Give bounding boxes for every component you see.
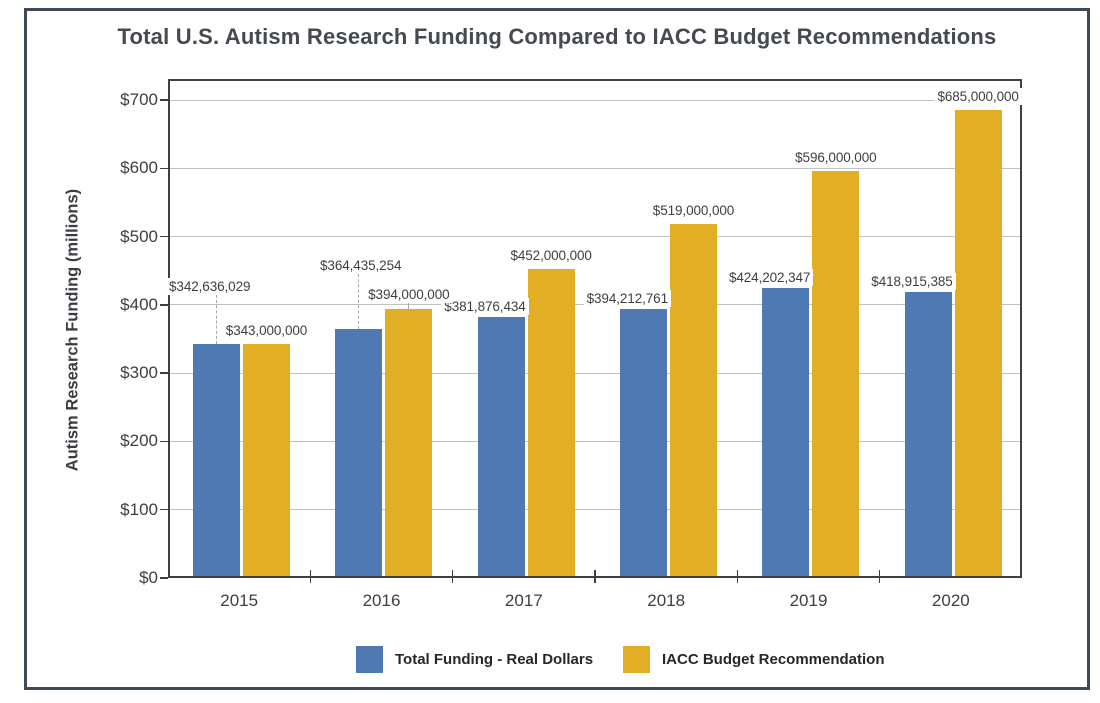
gridline-100 bbox=[168, 509, 1022, 511]
x-tick-mark bbox=[736, 570, 739, 583]
x-tick-label-2016: 2016 bbox=[362, 591, 401, 610]
bar-2016-total-funding bbox=[335, 329, 383, 578]
legend-label-total-funding: Total Funding - Real Dollars bbox=[395, 651, 594, 668]
x-tick-label-2015: 2015 bbox=[220, 591, 259, 610]
y-tick-label: $100 bbox=[120, 499, 158, 519]
legend-label-iacc-recommendation: IACC Budget Recommendation bbox=[662, 651, 885, 668]
y-tick-label: $0 bbox=[139, 568, 158, 587]
gridline-600 bbox=[168, 167, 1022, 169]
legend-item-total-funding: Total Funding - Real Dollars bbox=[356, 646, 593, 673]
bar-value-label: $596,000,000 bbox=[792, 149, 880, 167]
y-tick-mark bbox=[160, 508, 168, 511]
gridline-700 bbox=[168, 99, 1022, 101]
bar-2018-total-funding bbox=[620, 308, 667, 578]
bar-value-label: $342,636,029 bbox=[166, 278, 254, 295]
y-tick-label: $300 bbox=[120, 363, 158, 383]
y-tick-label: $500 bbox=[120, 226, 158, 246]
bar-value-label: $394,212,761 bbox=[583, 289, 671, 307]
bar-value-label: $381,876,434 bbox=[441, 298, 529, 316]
bar-value-label: $364,435,254 bbox=[317, 257, 405, 274]
bar-2017-total-funding bbox=[477, 317, 525, 578]
x-tick-mark bbox=[594, 570, 596, 583]
y-tick-mark bbox=[160, 304, 168, 306]
gridline-500 bbox=[168, 236, 1022, 238]
y-tick-label: $700 bbox=[120, 90, 158, 109]
bar-2020-total-funding bbox=[904, 291, 952, 578]
bar-2019-total-funding bbox=[762, 288, 810, 578]
x-tick-mark bbox=[451, 570, 454, 583]
bar-value-label: $452,000,000 bbox=[507, 247, 595, 265]
bar-value-label: $418,915,385 bbox=[868, 272, 956, 290]
bar-2015-iacc-recommendation bbox=[243, 343, 290, 578]
y-tick-mark bbox=[160, 99, 168, 101]
bar-2015-total-funding bbox=[193, 344, 240, 578]
gridline-200 bbox=[168, 440, 1022, 442]
label-leader-line bbox=[408, 303, 410, 309]
y-tick-label: $200 bbox=[120, 431, 158, 451]
bar-2018-iacc-recommendation bbox=[670, 223, 717, 578]
bar-value-label: $394,000,000 bbox=[365, 286, 453, 303]
y-tick-mark bbox=[160, 235, 168, 238]
x-tick-mark bbox=[878, 570, 881, 583]
y-tick-mark bbox=[160, 167, 168, 170]
y-tick-mark bbox=[160, 372, 168, 374]
bar-value-label: $424,202,347 bbox=[725, 269, 814, 287]
label-leader-line bbox=[358, 274, 360, 330]
chart-title: Total U.S. Autism Research Funding Compa… bbox=[117, 24, 997, 49]
bar-2020-iacc-recommendation bbox=[954, 110, 1002, 578]
legend-swatch-blue bbox=[356, 646, 383, 673]
bar-value-label: $519,000,000 bbox=[649, 201, 738, 219]
y-tick-mark bbox=[160, 440, 168, 443]
y-tick-label: $400 bbox=[120, 294, 158, 314]
legend-item-iacc-recommendation: IACC Budget Recommendation bbox=[623, 646, 885, 673]
label-leader-line bbox=[216, 295, 217, 345]
x-tick-label-2020: 2020 bbox=[931, 591, 970, 610]
bar-2019-iacc-recommendation bbox=[812, 171, 860, 578]
legend-swatch-gold bbox=[623, 646, 650, 673]
x-tick-mark bbox=[309, 570, 312, 583]
bar-value-label: $343,000,000 bbox=[222, 321, 311, 339]
y-tick-mark bbox=[160, 577, 168, 579]
gridline-300 bbox=[168, 372, 1022, 374]
bar-2017-iacc-recommendation bbox=[527, 269, 575, 578]
y-tick-label: $600 bbox=[120, 158, 158, 178]
x-tick-label-2018: 2018 bbox=[647, 591, 686, 610]
bar-2016-iacc-recommendation bbox=[385, 308, 433, 578]
x-tick-label-2017: 2017 bbox=[504, 591, 543, 610]
bar-value-label: $685,000,000 bbox=[934, 88, 1022, 106]
figure-border bbox=[24, 8, 1090, 690]
x-tick-label-2019: 2019 bbox=[789, 591, 828, 610]
